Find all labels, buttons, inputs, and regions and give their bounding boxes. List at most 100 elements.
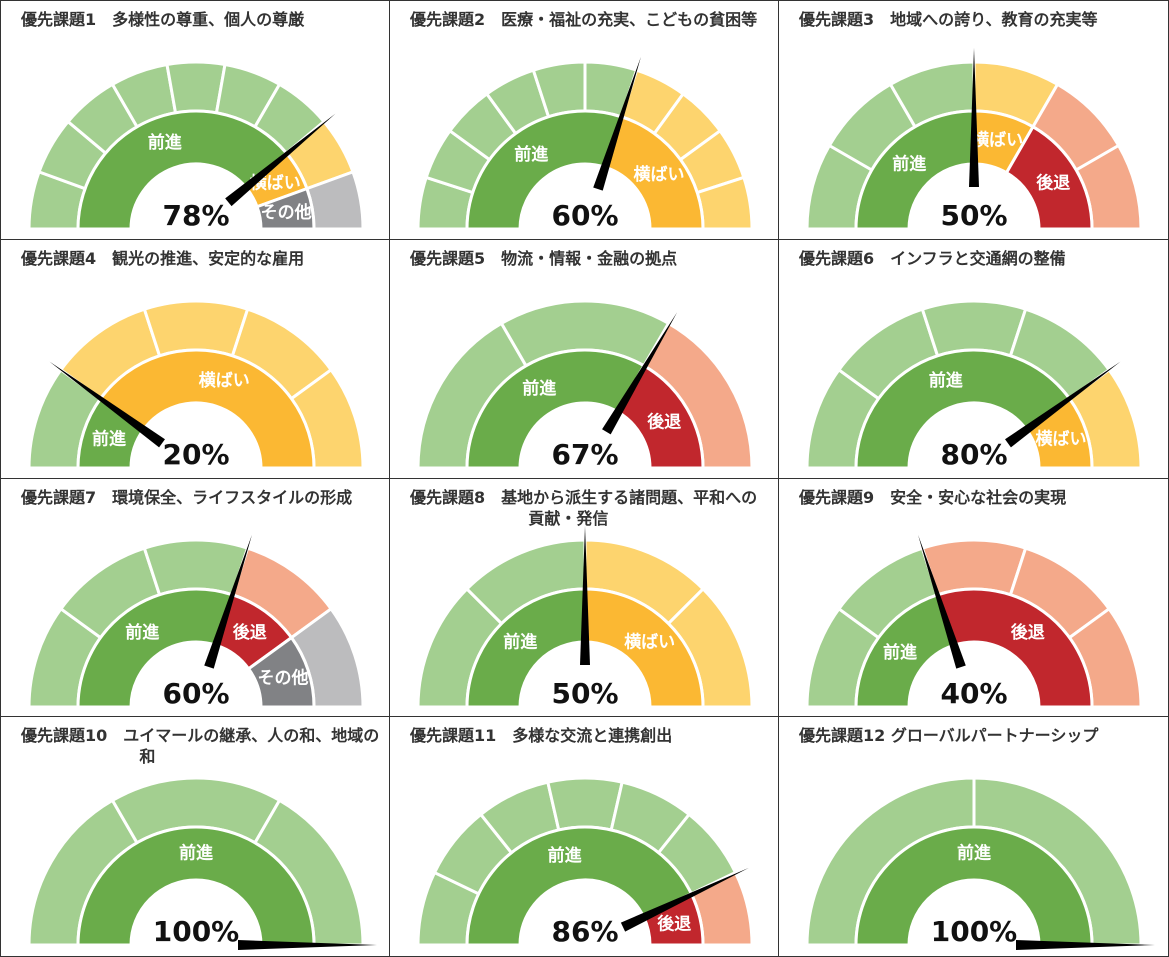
gauge-panel: 前進 横ばい その他 78% 優先課題1 多様性の尊重、個人の尊厳: [1, 1, 390, 240]
outer-segment: [546, 776, 624, 833]
inner-arc: [246, 635, 316, 708]
needle: [602, 311, 678, 435]
segment-label: 後退: [233, 621, 267, 642]
inner-arc: [98, 348, 316, 470]
segment-label: その他: [261, 202, 312, 223]
segment-label: 前進: [883, 642, 917, 663]
gauge: 前進 後退 40%: [805, 534, 1143, 710]
percent-label: 40%: [940, 677, 1007, 710]
needle: [238, 940, 377, 951]
inner-arc: [1004, 124, 1094, 231]
outer-segment: [920, 538, 1028, 597]
gauge-panel: 前進 横ばい 50% 優先課題8 基地から派生する諸問題、平和への貢献・発信: [390, 478, 779, 718]
panel-title: 優先課題3 地域への誇り、教育の充実等: [799, 10, 1098, 29]
outer-segment: [920, 299, 1028, 358]
percent-label: 86%: [551, 915, 618, 948]
outer-segment: [142, 538, 250, 597]
segment-label: 後退: [657, 914, 691, 935]
gauge-panel: 前進後退 86% 優先課題11 多様な交流と連携創出: [390, 717, 779, 956]
needle: [225, 113, 336, 207]
inner-arc: [603, 114, 705, 231]
inner-arc: [465, 586, 587, 708]
inner-arc: [465, 348, 647, 470]
segment-label: 横ばい: [624, 631, 675, 652]
panel-title: 優先課題8 基地から派生する諸問題、平和への貢献・発信: [410, 487, 758, 528]
segment-label: 前進: [957, 843, 991, 864]
needle: [1005, 361, 1121, 448]
inner-arc: [583, 586, 705, 708]
needle: [580, 525, 590, 665]
segment-label: 前進: [522, 378, 556, 399]
panel-title: 優先課題9 安全・安心な社会の実現: [799, 487, 1067, 507]
segment-label: 前進: [125, 621, 159, 642]
segment-label: 後退: [1036, 172, 1070, 193]
percent-label: 50%: [551, 677, 618, 710]
inner-arc: [641, 892, 705, 947]
segment-label: 前進: [92, 428, 126, 449]
inner-arc: [615, 363, 705, 470]
inner-arc: [76, 587, 235, 708]
percent-label: 60%: [551, 199, 618, 232]
panel-title: 優先課題6 インフラと交通網の整備: [799, 248, 1066, 268]
gauge: 前進 100%: [805, 776, 1155, 951]
percent-label: 60%: [162, 677, 229, 710]
gauge-panel: 前進 横ばい 80% 優先課題6 インフラと交通網の整備: [779, 240, 1168, 479]
inner-arc: [465, 109, 624, 231]
inner-arc: [255, 186, 316, 231]
gauge-panel: 前進 横ばい 後退 50% 優先課題3 地域への誇り、教育の充実等: [779, 1, 1168, 240]
gauge-panel: 前進 100% 優先課題10 ユイマールの継承、人の和、地域の和: [1, 717, 390, 956]
segment-label: 後退: [647, 411, 681, 432]
inner-arc: [935, 587, 1094, 708]
needle: [969, 48, 979, 187]
outer-segment: [165, 60, 227, 115]
panel-title: 優先課題7 環境保全、ライフスタイルの形成: [21, 487, 353, 507]
gauge-panel: 前進 横ばい 20% 優先課題4 観光の推進、安定的な雇用: [1, 239, 390, 479]
panel-title: 優先課題4 観光の推進、安定的な雇用: [21, 248, 305, 268]
inner-arc: [465, 825, 694, 947]
segment-label: 前進: [892, 153, 926, 174]
inner-arc: [854, 825, 1094, 947]
gauge-panel: 前進 後退 その他 60% 優先課題7 環境保全、ライフスタイルの形成: [1, 478, 390, 718]
segment-label: 横ばい: [634, 164, 685, 185]
gauge: 前進 横ばい 50%: [416, 525, 754, 710]
segment-label: 前進: [179, 843, 213, 864]
needle: [1016, 940, 1155, 951]
segment-label: 前進: [148, 132, 182, 153]
panel-title: 優先課題11 多様な交流と連携創出: [410, 726, 673, 746]
percent-label: 67%: [551, 438, 618, 471]
outer-segment: [142, 299, 250, 358]
panel-title: 優先課題12 グローバルパートナーシップ: [799, 726, 1099, 746]
needle: [49, 361, 165, 448]
segment-label: 横ばい: [972, 130, 1023, 151]
needle: [620, 868, 749, 932]
gauge: 前進 100%: [27, 776, 377, 951]
percent-label: 100%: [153, 915, 240, 948]
panel-title: 優先課題10 ユイマールの継承、人の和、地域の和: [21, 726, 380, 767]
segment-label: 横ばい: [199, 370, 250, 391]
segment-label: 前進: [929, 370, 963, 391]
inner-arc: [1024, 396, 1094, 470]
inner-arc: [76, 825, 316, 947]
percent-label: 100%: [931, 915, 1018, 948]
panel-title: 優先課題2 医療・福祉の充実、こどもの貧困等: [410, 10, 758, 29]
percent-label: 20%: [162, 438, 229, 471]
segment-label: 前進: [503, 631, 537, 652]
percent-label: 78%: [162, 199, 229, 232]
gauge-panel: 前進 100% 優先課題12 グローバルパートナーシップ: [779, 717, 1168, 956]
panel-title: 優先課題1 多様性の尊重、個人の尊厳: [21, 10, 305, 29]
percent-label: 80%: [940, 438, 1007, 471]
needle: [593, 56, 641, 191]
percent-label: 50%: [940, 199, 1007, 232]
inner-arc: [854, 348, 1072, 470]
inner-arc: [76, 109, 289, 231]
segment-label: 前進: [548, 845, 582, 866]
panel-title: 優先課題5 物流・情報・金融の拠点: [410, 248, 678, 268]
gauge-panel: 前進後退 67% 優先課題5 物流・情報・金融の拠点: [390, 239, 779, 479]
